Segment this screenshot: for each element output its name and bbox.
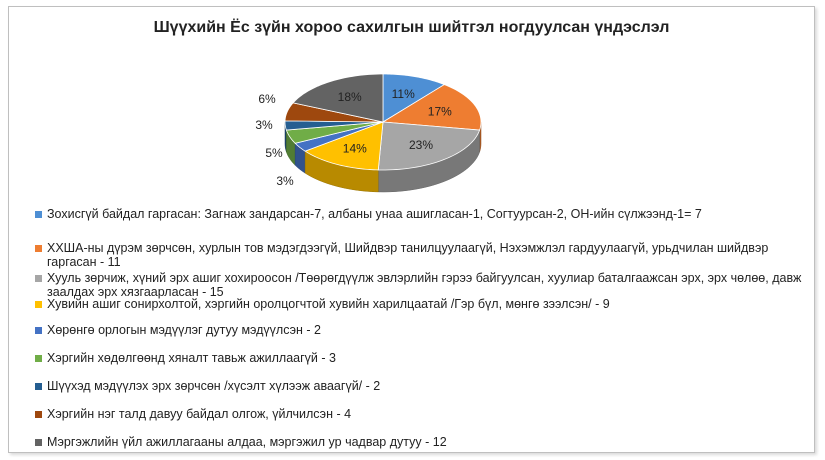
pie-percent-label-7: 3%: [255, 118, 273, 132]
legend-swatch-6: [35, 355, 42, 362]
pie-slice-2: [381, 84, 482, 131]
pie-slice-7: [284, 120, 384, 131]
legend-item-3: Хууль зөрчиж, хүний эрх ашиг хохироосон …: [35, 271, 805, 299]
pie-percent-label-6: 5%: [265, 146, 283, 160]
chart-frame: Шүүхийн Ёс зүйн хороо сахилгын шийтгэл н…: [8, 6, 815, 453]
legend-swatch-7: [35, 383, 42, 390]
pie-slice-3: [377, 121, 481, 171]
legend-swatch-5: [35, 327, 42, 334]
legend-label-7: Шүүхэд мэдүүлэх эрх зөрчсөн /хүсэлт хүлэ…: [47, 379, 381, 393]
legend-swatch-2: [35, 245, 42, 252]
pie-percent-label-8: 6%: [258, 92, 276, 106]
pie-slice-8: [284, 102, 384, 123]
chart-title: Шүүхийн Ёс зүйн хороо сахилгын шийтгэл н…: [153, 19, 670, 36]
pie-percent-label-4: 14%: [343, 141, 367, 155]
legend-item-1: Зохисгүй байдал гаргасан: Загнаж зандарс…: [35, 207, 805, 221]
legend-label-8: Хэргийн нэг талд давуу байдал олгож, үйл…: [47, 407, 352, 421]
legend-item-5: Хөрөнгө орлогын мэдүүлэг дутуу мэдүүлсэн…: [35, 323, 805, 337]
legend-swatch-9: [35, 439, 42, 446]
pie-slice-4: [304, 121, 384, 171]
pie-slice-6: [285, 121, 384, 144]
pie-percent-label-2: 17%: [428, 104, 452, 118]
legend-swatch-1: [35, 211, 42, 218]
legend-label-3: Хууль зөрчиж, хүний эрх ашиг хохироосон …: [47, 271, 802, 299]
pie-slice-5: [294, 121, 384, 152]
legend-item-6: Хэргийн хөдөлгөөнд хяналт тавьж ажиллааг…: [35, 351, 805, 365]
legend-item-2: ХХША-ны дүрэм зөрчсөн, хурлын тов мэдэгд…: [35, 241, 805, 269]
legend-swatch-8: [35, 411, 42, 418]
legend-label-5: Хөрөнгө орлогын мэдүүлэг дутуу мэдүүлсэн…: [47, 323, 321, 337]
legend-item-9: Мэргэжлийн үйл ажиллагааны алдаа, мэргэж…: [35, 435, 805, 449]
pie-percent-label-1: 11%: [392, 87, 415, 101]
pie-chart: 11% 17% 23% 14% 3% 5% 3% 6% 18%: [255, 73, 482, 193]
legend-item-8: Хэргийн нэг талд давуу байдал олгож, үйл…: [35, 407, 805, 421]
legend-swatch-4: [35, 301, 42, 308]
pie-percent-label-3: 23%: [409, 138, 433, 152]
legend-label-2: ХХША-ны дүрэм зөрчсөн, хурлын тов мэдэгд…: [47, 241, 769, 269]
pie-percent-label-5: 3%: [276, 174, 294, 188]
legend-swatch-3: [35, 275, 42, 282]
legend-label-9: Мэргэжлийн үйл ажиллагааны алдаа, мэргэж…: [47, 435, 447, 449]
pie-percent-label-9: 18%: [338, 90, 362, 104]
legend-label-4: Хувийн ашиг сонирхолтой, хэргийн оролцог…: [47, 297, 610, 311]
legend-item-7: Шүүхэд мэдүүлэх эрх зөрчсөн /хүсэлт хүлэ…: [35, 379, 805, 393]
legend-label-1: Зохисгүй байдал гаргасан: Загнаж зандарс…: [47, 207, 702, 221]
pie-slice-9: [292, 73, 384, 123]
legend-item-4: Хувийн ашиг сонирхолтой, хэргийн оролцог…: [35, 297, 805, 311]
pie-slice-1: [382, 73, 446, 123]
legend-label-6: Хэргийн хөдөлгөөнд хяналт тавьж ажиллааг…: [47, 351, 336, 365]
